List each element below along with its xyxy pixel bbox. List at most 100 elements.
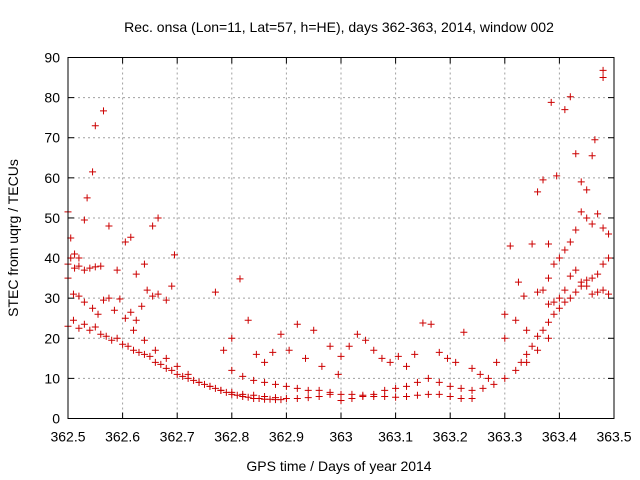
series-arc-11	[501, 208, 613, 342]
series-arc-8	[337, 334, 552, 404]
data-point	[293, 384, 301, 392]
data-point	[119, 340, 127, 348]
data-point	[244, 316, 252, 324]
data-point	[261, 392, 269, 400]
data-point	[217, 386, 225, 394]
chart-title: Rec. onsa (Lon=11, Lat=57, h=HE), days 3…	[124, 19, 554, 35]
data-point	[121, 238, 129, 246]
data-point	[184, 370, 192, 378]
data-point	[572, 150, 580, 158]
data-point	[378, 354, 386, 362]
y-tick-label: 30	[44, 290, 60, 306]
data-point	[446, 392, 454, 400]
data-point	[446, 382, 454, 390]
data-point	[490, 380, 498, 388]
data-point	[239, 390, 247, 398]
data-point	[244, 393, 252, 401]
data-point	[583, 214, 591, 222]
data-point	[252, 350, 260, 358]
y-tick-label: 60	[44, 170, 60, 186]
data-point	[435, 390, 443, 398]
data-point	[493, 358, 501, 366]
x-tick-label: 363	[329, 429, 353, 445]
data-point	[588, 152, 596, 160]
data-point	[233, 391, 241, 399]
data-point	[599, 74, 607, 82]
y-tick-label: 0	[52, 411, 60, 427]
data-point	[157, 360, 165, 368]
x-tick-label: 362.8	[214, 429, 249, 445]
series-arc-3	[64, 274, 176, 324]
data-point	[211, 288, 219, 296]
data-point	[392, 393, 400, 401]
data-point	[577, 208, 585, 216]
data-point	[460, 328, 468, 336]
data-point	[599, 66, 607, 74]
data-point	[566, 238, 574, 246]
data-point	[304, 394, 312, 402]
data-point	[80, 298, 88, 306]
data-point	[94, 310, 102, 318]
data-point	[149, 222, 157, 230]
data-point	[534, 288, 542, 296]
y-tick-label: 40	[44, 250, 60, 266]
data-point	[195, 378, 203, 386]
data-point	[75, 262, 83, 270]
data-point	[154, 290, 162, 298]
data-point	[69, 316, 77, 324]
data-point	[468, 364, 476, 372]
data-point	[555, 304, 563, 312]
data-point	[97, 262, 105, 270]
data-point	[334, 370, 342, 378]
series-arc-6	[211, 275, 342, 378]
data-point	[605, 290, 613, 298]
data-point	[577, 278, 585, 286]
data-point	[392, 384, 400, 392]
data-point	[168, 366, 176, 374]
data-point	[370, 390, 378, 398]
data-point	[605, 254, 613, 262]
data-point	[138, 302, 146, 310]
data-point	[190, 376, 198, 384]
data-point	[239, 372, 247, 380]
data-point	[71, 250, 79, 258]
data-point	[520, 292, 528, 300]
data-point	[132, 316, 140, 324]
data-point	[132, 270, 140, 278]
data-point	[566, 93, 574, 101]
data-point	[80, 216, 88, 224]
data-point	[501, 310, 509, 318]
data-point	[599, 286, 607, 294]
data-point	[345, 342, 353, 350]
data-point	[386, 358, 394, 366]
data-point	[506, 242, 514, 250]
data-point	[419, 319, 427, 327]
data-point	[105, 222, 113, 230]
data-point	[89, 304, 97, 312]
data-point	[555, 294, 563, 302]
data-point	[282, 382, 290, 390]
data-point	[561, 246, 569, 254]
data-point	[572, 226, 580, 234]
data-point	[151, 346, 159, 354]
data-point	[435, 378, 443, 386]
data-point	[555, 254, 563, 262]
x-tick-label: 363.1	[378, 429, 413, 445]
data-point	[71, 264, 79, 272]
data-point	[130, 346, 138, 354]
data-point	[479, 384, 487, 392]
data-point	[168, 282, 176, 290]
data-point	[277, 396, 285, 404]
data-point	[337, 352, 345, 360]
data-point	[75, 254, 83, 262]
data-point	[512, 366, 520, 374]
data-point	[514, 278, 522, 286]
series-arc-10	[501, 66, 607, 318]
data-point	[108, 336, 116, 344]
data-point	[337, 396, 345, 404]
data-point	[594, 210, 602, 218]
data-point	[261, 358, 269, 366]
data-point	[269, 348, 277, 356]
data-point	[583, 282, 591, 290]
data-point	[250, 391, 258, 399]
